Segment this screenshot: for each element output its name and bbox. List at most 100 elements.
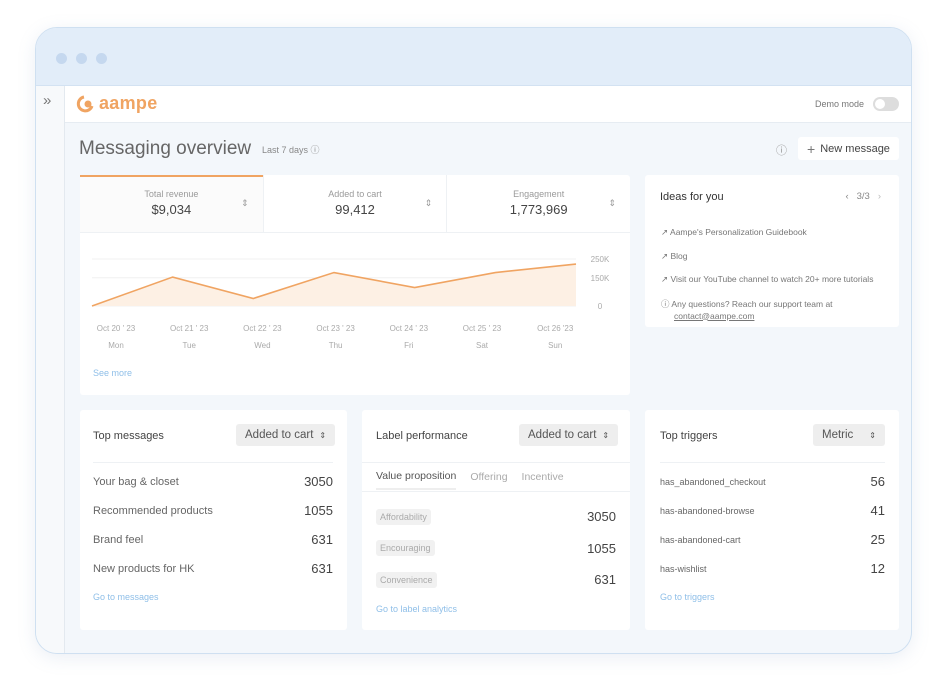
demo-mode-toggle[interactable]	[873, 97, 899, 111]
x-tick-label: Oct 20 ' 23	[97, 324, 136, 333]
metric-select-value: Added to cart	[245, 429, 314, 441]
y-tick-label: 150K	[591, 274, 610, 283]
item-value: 56	[870, 474, 885, 489]
list-item[interactable]: Encouraging 1055	[376, 533, 616, 565]
expand-sidebar-icon[interactable]: »	[43, 92, 52, 109]
message-list: Your bag & closet 3050 Recommended product…	[93, 467, 333, 583]
item-value: 631	[311, 561, 333, 576]
window-dot	[96, 53, 107, 64]
date-range-text: Last 7 days	[262, 145, 309, 155]
card-title: Top triggers	[660, 430, 718, 442]
idea-link[interactable]: ↗ Aampe's Personalization Guidebook	[661, 221, 873, 245]
kpi-value: 99,412	[335, 202, 375, 217]
metric-select[interactable]: Added to cart ⇕	[519, 424, 619, 446]
idea-link[interactable]: ↗ Visit our YouTube channel to watch 20+…	[661, 268, 873, 292]
metric-select[interactable]: Added to cart ⇕	[236, 424, 336, 446]
list-item[interactable]: Affordability 3050	[376, 501, 616, 533]
list-item[interactable]: Recommended products 1055	[93, 496, 333, 525]
list-item[interactable]: Brand feel 631	[93, 525, 333, 554]
sidebar: »	[36, 86, 65, 653]
list-item[interactable]: has_abandoned_checkout 56	[660, 467, 885, 496]
list-item[interactable]: Your bag & closet 3050	[93, 467, 333, 496]
item-value: 3050	[587, 509, 616, 525]
sort-icon: ⇕	[424, 198, 433, 208]
list-item[interactable]: New products for HK 631	[93, 554, 333, 583]
metric-select[interactable]: Metric ⇕	[813, 424, 885, 446]
top-messages-card: Top messages Added to cart ⇕ Your bag & c…	[80, 410, 347, 630]
go-to-messages-link[interactable]: Go to messages	[93, 592, 159, 602]
help-icon[interactable]: ⓘ	[776, 145, 787, 157]
tab-incentive[interactable]: Incentive	[521, 471, 564, 483]
x-day-label: Wed	[254, 341, 270, 350]
item-value: 1055	[304, 503, 333, 518]
tab-offering[interactable]: Offering	[470, 471, 508, 483]
idea-link[interactable]: ↗ Blog	[661, 245, 873, 269]
arrow-up-right-icon: ↗	[661, 274, 669, 284]
label-tabs: Value proposition Offering Incentive	[362, 462, 630, 492]
page-title: Messaging overview	[79, 138, 252, 159]
item-value: 631	[311, 532, 333, 547]
list-item[interactable]: Convenience 631	[376, 564, 616, 596]
top-triggers-card: Top triggers Metric ⇕ has_abandoned_check…	[645, 410, 899, 630]
x-tick-label: Oct 24 ' 23	[390, 324, 429, 333]
new-message-label: New message	[820, 142, 890, 155]
prev-icon[interactable]: ‹	[845, 191, 849, 202]
x-day-label: Thu	[329, 341, 343, 350]
logo-text: aampe	[99, 93, 158, 113]
go-to-triggers-link[interactable]: Go to triggers	[660, 592, 715, 602]
ideas-pager: 3/3	[856, 191, 870, 202]
date-range[interactable]: Last 7 days ⓘ	[262, 143, 320, 156]
window-dot	[76, 53, 87, 64]
see-more-link[interactable]: See more	[93, 368, 133, 378]
plus-icon: +	[807, 140, 816, 157]
kpi-total-revenue[interactable]: Total revenue $9,034 ⇕	[80, 175, 263, 232]
overview-card: Total revenue $9,034 ⇕ Added to cart 99,…	[80, 175, 630, 395]
window-titlebar	[36, 28, 911, 86]
x-tick-label: Oct 21 ' 23	[170, 324, 209, 333]
support-text: Any questions? Reach our support team at	[671, 298, 833, 309]
item-value: 1055	[587, 540, 616, 556]
aampe-logo-icon	[76, 95, 94, 112]
x-tick-label: Oct 25 ' 23	[463, 324, 502, 333]
divider	[660, 462, 885, 463]
trigger-list: has_abandoned_checkout 56 has-abandoned-br…	[660, 467, 885, 583]
sort-icon: ⇕	[241, 198, 249, 208]
area-fill	[92, 264, 576, 306]
sort-icon: ⇕	[319, 430, 327, 440]
support-email-link[interactable]: contact@aampe.com	[674, 310, 755, 321]
metric-select-value: Added to cart	[528, 429, 597, 441]
list-item[interactable]: has-abandoned-browse 41	[660, 496, 885, 525]
item-name: New products for HK	[93, 562, 195, 575]
tab-value-proposition[interactable]: Value proposition	[376, 464, 457, 490]
new-message-button[interactable]: + New message	[798, 137, 899, 160]
card-title: Label performance	[376, 430, 468, 442]
demo-mode-label: Demo mode	[814, 99, 864, 109]
kpi-label: Added to cart	[328, 189, 382, 199]
x-day-label: Tue	[182, 341, 196, 350]
x-tick-label: Oct 26 '23	[537, 324, 574, 333]
ideas-card: Ideas for you ‹ 3/3 › ↗ Aampe's Personaliz…	[645, 175, 899, 327]
list-item[interactable]: has-abandoned-cart 25	[660, 525, 885, 554]
x-day-label: Sat	[476, 341, 489, 350]
list-item[interactable]: has-wishlist 12	[660, 554, 885, 583]
kpi-added-to-cart[interactable]: Added to cart 99,412 ⇕	[262, 175, 447, 232]
label-list: Affordability 3050 Encouraging 1055 Convenie…	[376, 501, 616, 596]
item-name: Recommended products	[93, 504, 213, 517]
kpi-engagement[interactable]: Engagement 1,773,969 ⇕	[446, 175, 630, 232]
kpi-value: 1,773,969	[509, 202, 568, 217]
sort-icon: ⇕	[608, 198, 617, 208]
question-icon: ⓘ	[661, 298, 670, 309]
x-tick-label: Oct 22 ' 23	[243, 324, 282, 333]
logo[interactable]: aampe	[75, 93, 158, 114]
sort-icon: ⇕	[602, 430, 610, 440]
item-name: has_abandoned_checkout	[660, 476, 766, 487]
metric-select-value: Metric	[822, 429, 854, 441]
go-to-label-analytics-link[interactable]: Go to label analytics	[376, 604, 458, 614]
kpi-label: Total revenue	[144, 189, 199, 199]
item-name: Your bag & closet	[93, 475, 179, 488]
item-name: Affordability	[376, 508, 431, 525]
arrow-up-right-icon: ↗	[661, 250, 669, 261]
next-icon[interactable]: ›	[877, 191, 881, 202]
y-tick-label: 250K	[591, 255, 610, 264]
divider	[93, 462, 333, 463]
